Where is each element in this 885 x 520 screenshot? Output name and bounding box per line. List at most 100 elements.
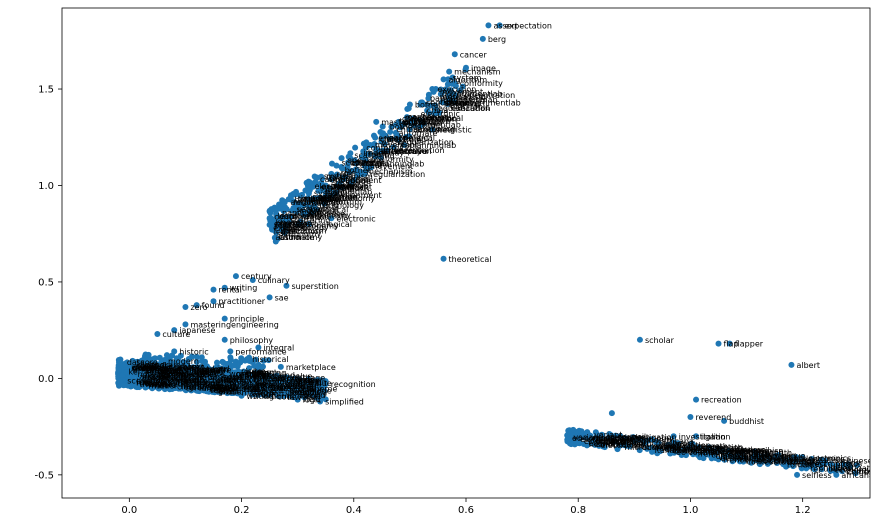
x-tick-label: 0.0 <box>121 505 137 516</box>
cluster-point <box>352 145 358 151</box>
point-label: buddhist <box>729 417 764 426</box>
cluster-point <box>268 206 274 212</box>
cluster-point <box>371 133 377 139</box>
y-tick-label: 0.5 <box>38 277 54 288</box>
labeled-point <box>171 348 177 354</box>
cluster-label: rate <box>257 381 273 390</box>
point-label: historic <box>179 347 208 356</box>
cluster-label: issue <box>245 367 266 376</box>
cluster-label: rule <box>211 383 227 392</box>
labeled-point <box>244 356 250 362</box>
x-tick-label: 0.4 <box>346 505 362 516</box>
cluster-point <box>228 357 234 363</box>
point-label: rental <box>219 286 242 295</box>
cluster-label: movement <box>375 141 418 150</box>
point-label: sae <box>275 293 289 302</box>
cluster-label: investigation <box>625 433 677 442</box>
labeled-point <box>222 337 228 343</box>
cluster-label: political <box>432 114 463 123</box>
cluster-label: planninglab <box>377 160 424 169</box>
cluster-point <box>312 173 318 179</box>
labeled-point <box>227 348 233 354</box>
y-tick-label: 0.0 <box>38 374 54 385</box>
labeled-point <box>452 51 458 57</box>
cluster-label: world <box>303 391 325 400</box>
cluster-label: paper <box>186 378 210 387</box>
point-label: flapper <box>735 340 764 349</box>
labeled-point <box>211 287 217 293</box>
point-label: cancer <box>460 50 488 59</box>
cluster-label: unit <box>173 378 189 387</box>
labeled-point <box>480 36 486 42</box>
cluster-label: republique <box>691 445 734 454</box>
cluster-point <box>116 367 122 373</box>
labeled-point <box>609 410 615 416</box>
point-label: assert <box>493 21 518 30</box>
cluster-label: grade <box>142 374 165 383</box>
point-label: simplified <box>325 398 364 407</box>
x-tick-label: 0.2 <box>234 505 250 516</box>
cluster-point <box>231 363 237 369</box>
cluster-label: system <box>452 74 481 83</box>
cluster-point <box>280 201 286 207</box>
labeled-point <box>373 119 379 125</box>
labeled-point <box>637 337 643 343</box>
labeled-point <box>407 101 413 107</box>
cluster-label: electronics <box>580 435 623 444</box>
cluster-label: sequential <box>329 174 371 183</box>
labeled-point <box>441 76 447 82</box>
labeled-point <box>485 22 491 28</box>
point-label: historical <box>252 355 289 364</box>
cluster-label: world <box>131 363 153 372</box>
point-label: berg <box>488 35 506 44</box>
point-label: reverend <box>695 413 731 422</box>
point-label: scholar <box>645 336 675 345</box>
labeled-point <box>429 86 435 92</box>
y-tick-label: -0.5 <box>34 470 54 481</box>
point-label: zero <box>190 303 207 312</box>
cluster-label: core <box>196 370 213 379</box>
cluster-label: image <box>363 149 388 158</box>
labeled-point <box>182 304 188 310</box>
cluster-label: code <box>296 376 315 385</box>
labeled-point <box>788 362 794 368</box>
cluster-label: learn <box>308 197 328 206</box>
x-tick-label: 1.2 <box>795 505 811 516</box>
cluster-label: learn <box>325 188 345 197</box>
cluster-label: role <box>283 227 298 236</box>
cluster-point <box>329 161 335 167</box>
cluster-label: chaos <box>656 442 679 451</box>
cluster-point <box>121 382 127 388</box>
cluster-label: microbiology <box>734 455 786 464</box>
point-label: culture <box>162 330 190 339</box>
point-label: culinary <box>258 276 290 285</box>
cluster-point <box>237 360 243 366</box>
cluster-label: electronics <box>801 454 844 463</box>
point-label: superstition <box>291 282 338 291</box>
point-label: theoretical <box>449 255 492 264</box>
x-tick-label: 0.8 <box>570 505 586 516</box>
labeled-point <box>267 294 273 300</box>
x-tick-label: 1.0 <box>682 505 698 516</box>
labeled-point <box>441 256 447 262</box>
point-label: albert <box>796 361 820 370</box>
cluster-label: botnet <box>390 123 416 132</box>
cluster-point <box>304 180 310 186</box>
labeled-point <box>233 273 239 279</box>
labeled-point <box>687 414 693 420</box>
labeled-point <box>794 472 800 478</box>
point-label: recreation <box>701 396 742 405</box>
cluster-label: norm <box>271 392 292 401</box>
labeled-point <box>716 341 722 347</box>
cluster-label: concentration <box>274 213 329 222</box>
point-label: flap <box>724 340 739 349</box>
x-tick-label: 0.6 <box>458 505 474 516</box>
point-label: italian <box>701 432 726 441</box>
y-tick-label: 1.0 <box>38 181 54 192</box>
labeled-point <box>154 331 160 337</box>
labeled-point <box>446 69 452 75</box>
cluster-label: mechanism <box>441 96 488 105</box>
point-label: recognition <box>331 380 376 389</box>
labeled-point <box>693 397 699 403</box>
point-label: practitioner <box>219 297 266 306</box>
